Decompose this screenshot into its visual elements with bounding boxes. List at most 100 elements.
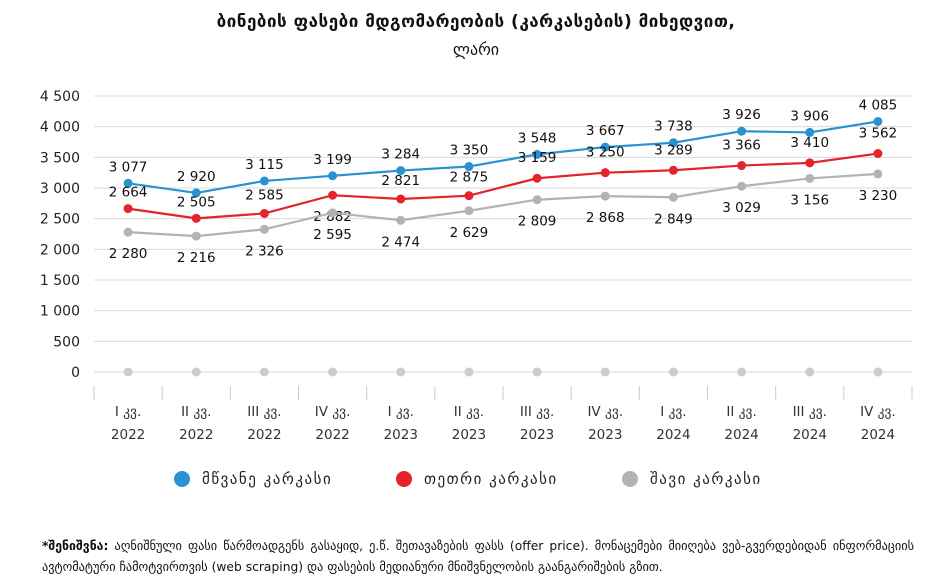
x-tick-year: 2023 xyxy=(520,427,554,443)
x-tick-year: 2024 xyxy=(724,427,758,443)
data-point xyxy=(191,231,201,241)
y-tick-label: 4 000 xyxy=(40,120,80,136)
data-label: 3 284 xyxy=(381,147,420,163)
data-label: 2 326 xyxy=(245,243,284,259)
data-label: 2 280 xyxy=(109,246,148,262)
x-tick-label: IV კვ. xyxy=(587,404,623,420)
legend-label-green: მწვანე კარკასი xyxy=(202,470,333,488)
data-point xyxy=(600,191,610,201)
data-label: 3 548 xyxy=(518,130,557,146)
data-label: 3 350 xyxy=(450,143,489,159)
data-label: 2 821 xyxy=(381,173,420,189)
legend-item-white: თეთრი კარკასი xyxy=(396,470,558,488)
legend-label-white: თეთრი კარკასი xyxy=(424,470,558,488)
data-point xyxy=(123,178,133,188)
data-point xyxy=(396,367,406,377)
chart-legend: მწვანე კარკასი თეთრი კარკასი შავი კარკას… xyxy=(0,470,952,494)
data-label: 3 115 xyxy=(245,157,284,173)
x-tick-year: 2024 xyxy=(861,427,895,443)
legend-item-black: შავი კარკასი xyxy=(622,470,762,488)
x-tick-year: 2023 xyxy=(588,427,622,443)
data-label: 3 906 xyxy=(790,108,829,124)
y-tick-label: 1 000 xyxy=(40,304,80,320)
data-label: 2 849 xyxy=(654,211,693,227)
y-tick-label: 2 500 xyxy=(40,212,80,228)
legend-item-green: მწვანე კარკასი xyxy=(174,470,332,488)
data-point xyxy=(464,162,474,172)
x-tick-label: I კვ. xyxy=(388,404,414,420)
data-label: 3 926 xyxy=(722,107,761,123)
data-point xyxy=(873,116,883,126)
data-point xyxy=(191,213,201,223)
x-tick-label: II კვ. xyxy=(181,404,211,420)
legend-marker-black xyxy=(622,471,638,487)
chart-title: ბინების ფასები მდგომარეობის (კარკასების)… xyxy=(216,12,736,32)
data-label: 3 667 xyxy=(586,123,625,139)
x-tick-label: I კვ. xyxy=(115,404,141,420)
data-label: 2 629 xyxy=(450,225,489,241)
data-point xyxy=(737,181,747,191)
legend-marker-white xyxy=(396,471,412,487)
data-point xyxy=(600,367,610,377)
x-tick-year: 2022 xyxy=(111,427,145,443)
data-label: 2 474 xyxy=(381,234,420,250)
data-point xyxy=(668,165,678,175)
x-tick-label: II კვ. xyxy=(454,404,484,420)
data-label: 3 230 xyxy=(859,188,898,204)
x-tick-year: 2022 xyxy=(247,427,281,443)
data-label: 3 562 xyxy=(859,126,898,142)
data-point xyxy=(396,215,406,225)
data-label: 2 875 xyxy=(450,170,489,186)
data-point xyxy=(328,190,338,200)
data-point xyxy=(805,367,815,377)
y-tick-label: 2 000 xyxy=(40,242,80,258)
line-chart: 0 500 1 000 1 500 2 000 2 500 3 000 3 500 4 000 4… xyxy=(40,89,913,443)
data-label: 3 199 xyxy=(313,152,352,168)
data-label: 3 366 xyxy=(722,138,761,154)
data-point xyxy=(737,367,747,377)
data-point xyxy=(873,149,883,159)
x-tick-label: II კვ. xyxy=(726,404,756,420)
data-point xyxy=(805,127,815,137)
data-point xyxy=(600,142,610,152)
data-point xyxy=(259,224,269,234)
data-point xyxy=(191,367,201,377)
series-line xyxy=(127,152,879,220)
data-point xyxy=(123,367,133,377)
data-label: 3 250 xyxy=(586,145,625,161)
footnote: *შენიშვნა: აღნიშნული ფასი წარმოადგენს გა… xyxy=(42,536,914,578)
data-point xyxy=(328,367,338,377)
data-label: 3 077 xyxy=(109,159,148,175)
x-tick-label: III კვ. xyxy=(520,404,554,420)
series-line xyxy=(127,120,879,195)
legend-marker-green xyxy=(174,471,190,487)
x-tick-year: 2022 xyxy=(179,427,213,443)
series-line xyxy=(128,172,878,238)
data-label: 3 410 xyxy=(790,135,829,151)
x-tick-year: 2023 xyxy=(384,427,418,443)
y-tick-label: 500 xyxy=(53,334,80,350)
data-label: 2 664 xyxy=(109,185,148,201)
data-label: 3 029 xyxy=(722,200,761,216)
y-tick-label: 0 xyxy=(71,365,80,381)
data-label: 3 738 xyxy=(654,119,693,135)
x-tick-year: 2022 xyxy=(315,427,349,443)
x-tick-year: 2023 xyxy=(452,427,486,443)
data-label: 2 585 xyxy=(245,187,284,203)
data-point xyxy=(123,204,133,214)
chart-subtitle: ლარი xyxy=(452,40,500,59)
y-tick-label: 3 500 xyxy=(40,150,80,166)
data-point xyxy=(668,138,678,148)
data-point xyxy=(328,171,338,181)
y-tick-label: 4 500 xyxy=(40,89,80,105)
data-point xyxy=(600,168,610,178)
x-tick-label: I კვ. xyxy=(660,404,686,420)
data-point xyxy=(532,173,542,183)
x-tick-label: III კვ. xyxy=(247,404,281,420)
data-point xyxy=(259,176,269,186)
data-label: 3 289 xyxy=(654,142,693,158)
data-point xyxy=(259,367,269,377)
data-label: 3 156 xyxy=(790,192,829,208)
data-label: 2 595 xyxy=(313,227,352,243)
data-label: 2 216 xyxy=(177,250,216,266)
